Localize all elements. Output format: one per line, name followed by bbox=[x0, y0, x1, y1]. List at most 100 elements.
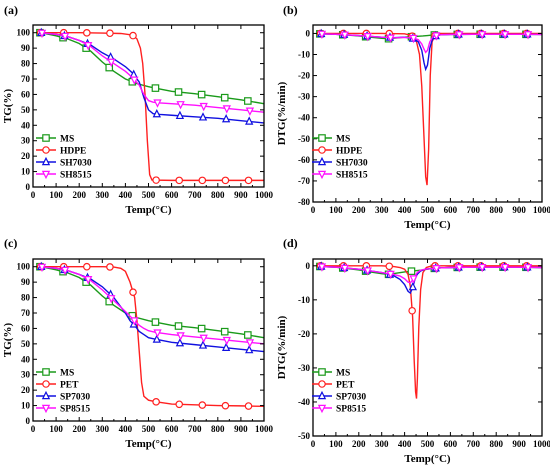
data-point-pet bbox=[385, 262, 394, 271]
panel-label: (a) bbox=[4, 3, 18, 17]
x-tick-label: 200 bbox=[352, 439, 366, 449]
x-tick-label: 200 bbox=[72, 424, 86, 434]
data-point-sp8515 bbox=[317, 263, 327, 272]
legend-marker bbox=[41, 156, 51, 166]
legend-label: PET bbox=[336, 381, 355, 391]
data-point-hdpe bbox=[198, 176, 207, 185]
x-axis-label: Temp(°C) bbox=[125, 204, 171, 216]
y-axis-label: TG(%) bbox=[2, 89, 14, 124]
data-point-sh8515 bbox=[478, 31, 487, 40]
data-point-sp7030 bbox=[408, 281, 418, 291]
x-tick-label: 400 bbox=[398, 205, 412, 215]
y-tick-label: -30 bbox=[298, 363, 310, 373]
legend-label: SP8515 bbox=[336, 405, 366, 415]
data-point-sp8515 bbox=[153, 329, 162, 338]
y-tick-label: 100 bbox=[17, 262, 31, 272]
data-point-sh7030 bbox=[198, 112, 208, 121]
legend-marker bbox=[318, 134, 326, 142]
x-tick-label: 100 bbox=[49, 424, 63, 434]
data-point-sp8515 bbox=[363, 267, 372, 276]
series-sh7030 bbox=[37, 27, 264, 125]
x-tick-label: 500 bbox=[421, 205, 435, 215]
data-point-sh8515 bbox=[317, 30, 327, 40]
legend-label: HDPE bbox=[336, 147, 362, 157]
data-point-pet bbox=[221, 401, 230, 410]
x-tick-label: 400 bbox=[119, 190, 133, 200]
data-point-pet bbox=[175, 400, 184, 409]
x-tick-label: 800 bbox=[211, 424, 225, 434]
data-point-pet bbox=[198, 401, 207, 409]
data-point-sp8515 bbox=[107, 295, 116, 304]
data-point-ms bbox=[174, 88, 183, 96]
chart-panel-1: (b) 0 100 200 300 400 500 600 700 800 900 1000 0 -10 -… bbox=[276, 3, 550, 231]
x-tick-label: 0 bbox=[311, 439, 316, 449]
data-point-ms bbox=[151, 318, 160, 326]
data-point-sh7030 bbox=[245, 116, 254, 125]
series-line-sp7030 bbox=[39, 266, 264, 353]
x-tick-label: 0 bbox=[311, 205, 316, 215]
y-axis-label: DTG(%/min) bbox=[276, 81, 288, 145]
x-tick-label: 300 bbox=[375, 205, 389, 215]
data-point-sh8515 bbox=[432, 32, 441, 41]
x-axis-label: Temp(°C) bbox=[404, 219, 450, 231]
data-point-ms bbox=[151, 84, 160, 92]
data-point-sh8515 bbox=[222, 105, 231, 114]
data-point-sh7030 bbox=[152, 108, 161, 118]
data-point-ms bbox=[407, 267, 416, 275]
y-tick-label: -40 bbox=[298, 397, 310, 407]
legend-marker bbox=[318, 380, 326, 388]
series-line-pet bbox=[319, 265, 542, 399]
y-tick-label: 0 bbox=[306, 261, 311, 271]
data-point-sh8515 bbox=[455, 31, 464, 40]
x-axis-label: Temp(°C) bbox=[404, 453, 450, 465]
series-sh8515 bbox=[317, 30, 542, 54]
x-tick-label: 100 bbox=[329, 205, 343, 215]
y-tick-label: -20 bbox=[298, 329, 310, 339]
y-axis-label: DTG(%/min) bbox=[276, 315, 288, 379]
y-tick-label: 50 bbox=[21, 339, 31, 349]
x-tick-label: 500 bbox=[142, 190, 156, 200]
legend-label: MS bbox=[60, 135, 74, 145]
data-point-pet bbox=[106, 263, 114, 271]
data-point-sp8515 bbox=[432, 265, 441, 274]
y-tick-label: 30 bbox=[21, 370, 31, 380]
y-tick-label: 80 bbox=[21, 293, 31, 303]
x-tick-label: 700 bbox=[467, 205, 481, 215]
series-line-pet bbox=[39, 266, 264, 408]
data-point-pet bbox=[152, 398, 160, 406]
legend-marker bbox=[41, 404, 51, 414]
data-point-sh8515 bbox=[107, 58, 116, 68]
y-tick-label: 20 bbox=[21, 385, 31, 395]
legend-marker bbox=[42, 380, 50, 388]
panel-label: (b) bbox=[283, 3, 298, 17]
data-point-ms bbox=[197, 90, 206, 99]
x-tick-label: 600 bbox=[165, 190, 179, 200]
x-tick-label: 800 bbox=[489, 205, 503, 215]
data-point-sp8515 bbox=[176, 332, 185, 341]
data-point-sh8515 bbox=[84, 42, 93, 51]
x-tick-label: 500 bbox=[421, 439, 435, 449]
data-point-sp8515 bbox=[478, 263, 487, 273]
data-point-sh8515 bbox=[245, 107, 255, 116]
data-point-ms bbox=[220, 93, 229, 102]
data-point-sp8515 bbox=[386, 270, 395, 280]
y-tick-label: 50 bbox=[21, 105, 31, 115]
x-tick-label: 300 bbox=[375, 439, 389, 449]
series-ms bbox=[36, 28, 264, 105]
legend: MS PET SP7030 SP8515 bbox=[312, 368, 366, 415]
data-point-pet bbox=[83, 262, 91, 271]
data-point-sp7030 bbox=[198, 340, 208, 349]
legend-label: HDPE bbox=[60, 147, 86, 157]
legend-label: MS bbox=[336, 369, 350, 379]
x-tick-label: 500 bbox=[142, 424, 156, 434]
data-point-sp8515 bbox=[199, 334, 208, 343]
x-tick-label: 900 bbox=[234, 190, 248, 200]
x-tick-label: 600 bbox=[165, 424, 179, 434]
data-point-sh7030 bbox=[221, 114, 231, 123]
data-point-sp8515 bbox=[245, 339, 255, 348]
y-axis-label: TG(%) bbox=[2, 323, 14, 358]
data-point-hdpe bbox=[244, 176, 253, 185]
y-tick-label: -50 bbox=[298, 134, 310, 144]
data-point-pet bbox=[244, 402, 253, 410]
x-tick-label: 300 bbox=[96, 424, 110, 434]
